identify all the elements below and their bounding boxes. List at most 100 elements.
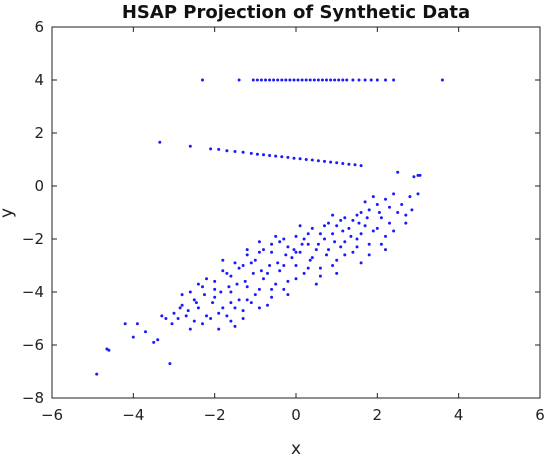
scatter-point bbox=[343, 216, 347, 220]
scatter-point bbox=[286, 293, 290, 297]
scatter-point bbox=[341, 229, 345, 233]
scatter-point bbox=[233, 150, 237, 153]
scatter-point bbox=[363, 78, 367, 82]
scatter-point bbox=[314, 282, 318, 286]
scatter-point bbox=[237, 266, 241, 270]
scatter-point bbox=[351, 250, 355, 254]
scatter-point bbox=[209, 317, 213, 320]
scatter-point bbox=[379, 216, 383, 220]
scatter-point bbox=[343, 253, 347, 257]
scatter-point bbox=[327, 248, 330, 252]
y-tick-label: −6 bbox=[22, 336, 44, 354]
scatter-point bbox=[318, 232, 322, 236]
scatter-point bbox=[188, 327, 192, 331]
scatter-point bbox=[337, 78, 341, 82]
scatter-point bbox=[294, 264, 298, 267]
scatter-point bbox=[302, 237, 306, 241]
scatter-point bbox=[357, 221, 361, 225]
scatter-point bbox=[188, 144, 192, 148]
scatter-point bbox=[296, 78, 300, 82]
x-tick-label: 2 bbox=[373, 406, 383, 424]
scatter-point bbox=[318, 266, 322, 270]
scatter-point bbox=[229, 274, 233, 278]
scatter-point bbox=[192, 319, 196, 323]
scatter-point bbox=[349, 234, 353, 238]
x-tick-label: 4 bbox=[454, 406, 464, 424]
scatter-point bbox=[201, 322, 204, 326]
scatter-point bbox=[323, 237, 326, 241]
scatter-point bbox=[392, 192, 396, 196]
scatter-point bbox=[219, 290, 223, 294]
scatter-point bbox=[251, 78, 255, 82]
y-tick-label: 4 bbox=[34, 71, 44, 89]
scatter-point bbox=[274, 154, 278, 158]
scatter-point bbox=[160, 314, 164, 318]
scatter-point bbox=[192, 298, 196, 302]
scatter-point bbox=[168, 362, 172, 366]
scatter-point bbox=[270, 287, 274, 291]
scatter-point bbox=[392, 229, 396, 233]
scatter-point bbox=[278, 240, 282, 244]
scatter-point bbox=[245, 285, 249, 289]
scatter-point bbox=[233, 306, 237, 310]
scatter-point bbox=[235, 282, 239, 286]
scatter-point bbox=[282, 237, 286, 241]
scatter-point bbox=[249, 301, 253, 305]
scatter-point bbox=[292, 78, 296, 82]
scatter-point bbox=[241, 317, 245, 320]
scatter-point bbox=[329, 78, 333, 82]
scatter-point bbox=[416, 192, 420, 196]
scatter-point bbox=[259, 78, 263, 82]
y-tick-label: −2 bbox=[22, 230, 44, 248]
scatter-point bbox=[203, 293, 206, 297]
chart-title: HSAP Projection of Synthetic Data bbox=[122, 2, 470, 23]
scatter-point bbox=[158, 140, 162, 144]
scatter-point bbox=[245, 298, 249, 302]
scatter-point bbox=[284, 78, 288, 82]
scatter-point bbox=[249, 151, 253, 155]
scatter-point bbox=[270, 242, 274, 246]
scatter-point bbox=[440, 78, 444, 82]
scatter-point bbox=[306, 232, 310, 236]
scatter-point bbox=[355, 213, 359, 217]
scatter-point bbox=[243, 279, 247, 283]
scatter-point bbox=[298, 157, 302, 161]
scatter-point bbox=[363, 224, 367, 228]
scatter-point bbox=[255, 78, 259, 82]
scatter-point bbox=[310, 256, 314, 260]
scatter-point bbox=[310, 158, 314, 162]
scatter-point bbox=[333, 78, 337, 82]
scatter-point bbox=[404, 213, 408, 217]
scatter-point bbox=[316, 242, 320, 246]
scatter-point bbox=[286, 155, 290, 159]
data-points bbox=[95, 78, 444, 376]
scatter-point bbox=[144, 330, 147, 334]
scatter-point bbox=[233, 324, 237, 328]
scatter-point bbox=[341, 162, 345, 165]
scatter-point bbox=[176, 317, 180, 320]
scatter-point bbox=[213, 287, 217, 291]
scatter-point bbox=[201, 78, 204, 82]
scatter-point bbox=[266, 303, 269, 307]
scatter-point bbox=[276, 261, 280, 265]
scatter-point bbox=[294, 277, 298, 281]
scatter-point bbox=[274, 282, 278, 286]
scatter-point bbox=[304, 158, 308, 161]
scatter-point bbox=[314, 248, 318, 252]
scatter-point bbox=[221, 306, 225, 310]
scatter-point bbox=[335, 271, 339, 275]
scatter-point bbox=[329, 160, 333, 164]
scatter-point bbox=[225, 314, 229, 318]
scatter-point bbox=[282, 287, 286, 291]
x-tick-label: −6 bbox=[41, 406, 63, 424]
scatter-point bbox=[270, 250, 274, 254]
scatter-point bbox=[412, 175, 416, 179]
scatter-point bbox=[331, 232, 335, 236]
scatter-point bbox=[384, 78, 387, 82]
scatter-point bbox=[306, 242, 310, 246]
scatter-point bbox=[379, 242, 383, 246]
scatter-point bbox=[217, 327, 221, 331]
scatter-point bbox=[213, 295, 217, 299]
scatter-point bbox=[123, 322, 127, 326]
scatter-point bbox=[286, 245, 290, 249]
